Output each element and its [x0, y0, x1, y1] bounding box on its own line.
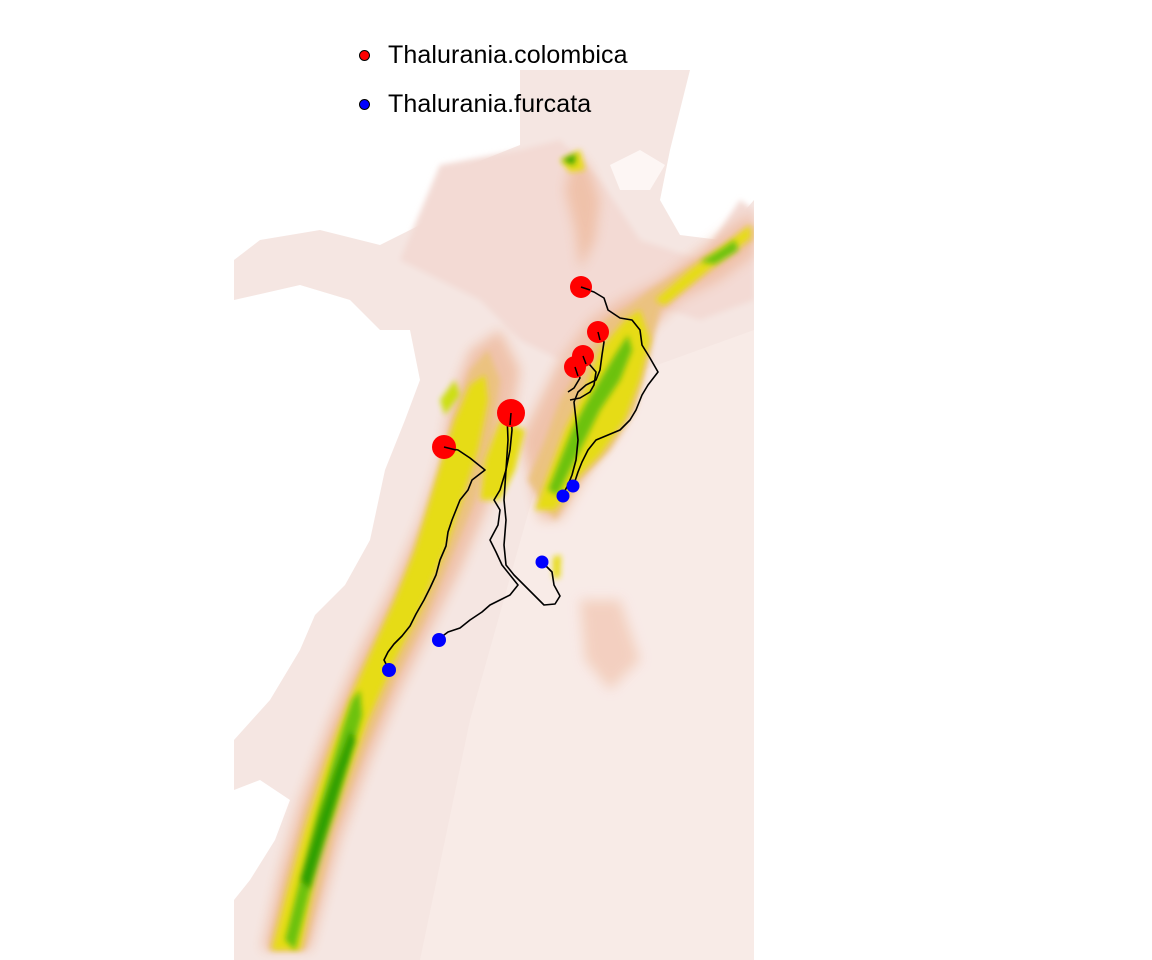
path-colombica-east-b — [561, 332, 605, 497]
furcata-point[interactable] — [556, 489, 570, 503]
furcata-point[interactable] — [566, 479, 580, 493]
path-colombica-central-a — [439, 412, 519, 639]
furcata-point[interactable] — [382, 663, 396, 677]
elevation-raster — [234, 70, 754, 960]
legend-item-furcata: Thalurania.furcata — [355, 89, 628, 118]
blue-circle-icon — [359, 98, 370, 110]
legend-label-furcata: Thalurania.furcata — [388, 89, 592, 118]
red-circle-icon — [359, 49, 370, 61]
furcata-point[interactable] — [535, 555, 549, 569]
legend: Thalurania.colombica Thalurania.furcata — [355, 40, 628, 140]
furcata-point[interactable] — [432, 633, 446, 647]
colombica-ticks — [443, 286, 601, 451]
legend-label-colombica: Thalurania.colombica — [388, 40, 628, 69]
path-colombica-east-a — [571, 287, 659, 489]
legend-item-colombica: Thalurania.colombica — [355, 40, 628, 69]
path-colombica-central-b — [503, 414, 561, 606]
furcata-points — [382, 479, 580, 677]
connection-paths — [383, 287, 659, 671]
path-colombica-east-c — [569, 356, 597, 401]
path-colombica-west — [383, 446, 486, 671]
